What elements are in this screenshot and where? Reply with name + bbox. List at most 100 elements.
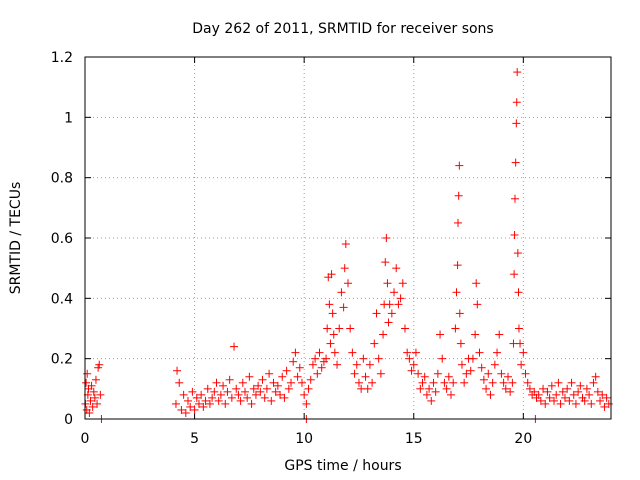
data-point	[511, 194, 520, 203]
x-tick-label: 0	[81, 431, 90, 447]
data-point	[508, 378, 517, 387]
data-point	[254, 381, 263, 390]
data-point	[260, 393, 269, 402]
data-point	[245, 372, 254, 381]
data-point	[488, 378, 497, 387]
data-point	[240, 387, 249, 396]
data-point	[313, 369, 322, 378]
data-point	[400, 324, 409, 333]
data-point	[186, 402, 195, 411]
data-point	[471, 330, 480, 339]
data-point	[365, 360, 374, 369]
data-point	[591, 372, 600, 381]
data-point	[214, 396, 223, 405]
data-point	[414, 369, 423, 378]
data-point	[284, 384, 293, 393]
data-point	[194, 399, 203, 408]
data-point	[556, 399, 565, 408]
data-point	[199, 402, 208, 411]
data-point	[302, 399, 311, 408]
data-point	[335, 324, 344, 333]
data-point	[536, 396, 545, 405]
data-point	[247, 399, 256, 408]
chart-title: Day 262 of 2011, SRMTID for receiver son…	[192, 21, 493, 37]
data-point	[293, 372, 302, 381]
data-point	[452, 288, 461, 297]
data-point	[203, 384, 212, 393]
data-point	[416, 384, 425, 393]
data-point	[346, 324, 355, 333]
data-point	[232, 384, 241, 393]
data-point	[91, 375, 100, 384]
data-point	[327, 270, 336, 279]
data-point	[558, 387, 567, 396]
data-point	[333, 360, 342, 369]
data-point	[444, 372, 453, 381]
data-point	[273, 381, 282, 390]
data-point	[460, 378, 469, 387]
data-point	[379, 330, 388, 339]
y-tick-label: 0.2	[51, 352, 73, 368]
data-point	[565, 396, 574, 405]
data-point	[86, 396, 95, 405]
data-point	[85, 408, 94, 417]
y-tick-label: 0	[64, 412, 73, 428]
y-tick-label: 0.4	[51, 291, 73, 307]
data-point	[243, 393, 252, 402]
data-point	[322, 354, 331, 363]
data-point	[269, 378, 278, 387]
data-point	[525, 384, 534, 393]
data-point	[221, 399, 230, 408]
data-point	[513, 249, 522, 258]
data-point	[205, 399, 214, 408]
data-point	[585, 390, 594, 399]
data-point	[330, 348, 339, 357]
data-point	[93, 399, 102, 408]
data-point	[323, 324, 332, 333]
data-point	[278, 372, 287, 381]
data-point	[383, 279, 392, 288]
data-point	[425, 384, 434, 393]
data-point	[328, 309, 337, 318]
data-point	[560, 393, 569, 402]
data-point	[90, 393, 99, 402]
data-point	[472, 279, 481, 288]
data-point	[181, 408, 190, 417]
data-point	[405, 354, 414, 363]
data-point	[392, 264, 401, 273]
data-point	[475, 348, 484, 357]
data-point	[563, 384, 572, 393]
data-point	[497, 369, 506, 378]
data-point	[394, 300, 403, 309]
data-point	[212, 378, 221, 387]
x-tick-label: 10	[295, 431, 313, 447]
data-point	[304, 384, 313, 393]
data-point	[596, 396, 605, 405]
data-point	[541, 399, 550, 408]
data-point	[387, 309, 396, 318]
data-point	[499, 378, 508, 387]
data-point	[547, 381, 556, 390]
data-point	[589, 378, 598, 387]
data-point	[376, 369, 385, 378]
y-axis-title: SRMTID / TECUs	[8, 182, 24, 295]
data-point	[433, 369, 442, 378]
data-point	[236, 396, 245, 405]
data-point	[511, 158, 520, 167]
data-point	[600, 402, 609, 411]
data-point	[514, 288, 523, 297]
data-point	[311, 354, 320, 363]
data-point	[337, 288, 346, 297]
data-point	[326, 339, 335, 348]
data-point	[329, 330, 338, 339]
data-point	[468, 354, 477, 363]
data-point	[396, 294, 405, 303]
data-point	[265, 369, 274, 378]
data-point	[442, 384, 451, 393]
data-point	[223, 387, 232, 396]
data-point	[315, 348, 324, 357]
data-point	[580, 396, 589, 405]
data-point	[372, 309, 381, 318]
data-point	[454, 218, 463, 227]
data-point	[512, 98, 521, 107]
